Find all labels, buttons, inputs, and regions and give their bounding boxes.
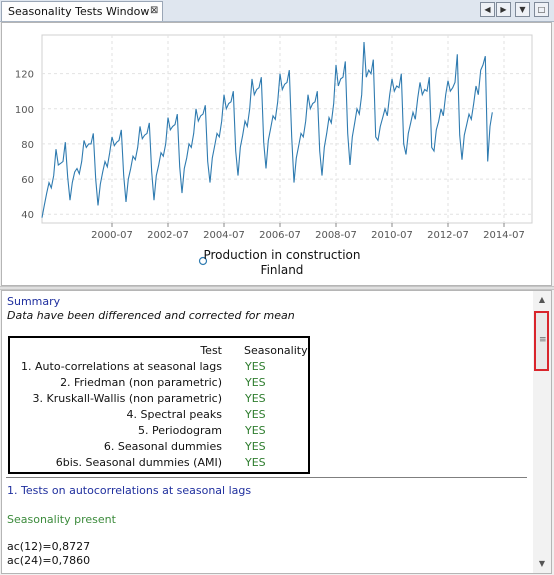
- x-tick-label: 2006-07: [259, 230, 301, 241]
- x-tick-label: 2010-07: [371, 230, 413, 241]
- scroll-down-icon[interactable]: ▼: [535, 557, 549, 571]
- window-menu-icon[interactable]: ▼: [515, 2, 530, 17]
- x-tick-label: 2012-07: [427, 230, 469, 241]
- test-name: 5. Periodogram: [138, 424, 222, 437]
- legend-label-line1: Production in construction: [203, 248, 360, 262]
- y-tick-label: 60: [21, 175, 34, 186]
- next-tab-icon[interactable]: ▶: [496, 2, 511, 17]
- line-chart[interactable]: 40 60 80 100 120 2000-07 2002-07 2004-07 2006-0…: [2, 23, 551, 285]
- autocorrelation-value: ac(12)=0,8727: [7, 540, 90, 553]
- chart-legend: Production in construction Finland: [200, 248, 361, 277]
- x-tick-label: 2004-07: [203, 230, 245, 241]
- test-name: 1. Auto-correlations at seasonal lags: [21, 360, 222, 373]
- table-row: 3. Kruskall-Wallis (non parametric) YES: [10, 392, 308, 408]
- test-result: YES: [245, 392, 266, 405]
- y-tick-label: 100: [15, 105, 34, 116]
- vertical-scrollbar[interactable]: ▲ ≡ ▼: [533, 291, 551, 573]
- previous-tab-icon[interactable]: ◀: [480, 2, 495, 17]
- test-result: YES: [245, 408, 266, 421]
- test-name: 6. Seasonal dummies: [104, 440, 222, 453]
- table-header-row: Test Seasonality: [10, 344, 308, 360]
- tab-seasonality-tests[interactable]: Seasonality Tests Window ⊠: [1, 1, 163, 21]
- x-tick-label: 2008-07: [315, 230, 357, 241]
- table-row: 6bis. Seasonal dummies (AMI) YES: [10, 456, 308, 472]
- series-line: [42, 42, 492, 218]
- test-name: 4. Spectral peaks: [127, 408, 223, 421]
- x-tick-label: 2000-07: [91, 230, 133, 241]
- test-result: YES: [245, 424, 266, 437]
- summary-note: Data have been differenced and corrected…: [7, 309, 295, 322]
- section-title-autocorrelations: 1. Tests on autocorrelations at seasonal…: [7, 484, 251, 497]
- window-titlebar: Seasonality Tests Window ⊠ ◀ ▶ ▼ □: [0, 0, 554, 22]
- test-name: 3. Kruskall-Wallis (non parametric): [33, 392, 222, 405]
- x-tick-label: 2014-07: [483, 230, 525, 241]
- scroll-up-icon[interactable]: ▲: [535, 293, 549, 307]
- table-row: 4. Spectral peaks YES: [10, 408, 308, 424]
- table-row: 1. Auto-correlations at seasonal lags YE…: [10, 360, 308, 376]
- maximize-icon[interactable]: □: [534, 2, 549, 17]
- summary-title: Summary: [7, 295, 60, 308]
- seasonality-status: Seasonality present: [7, 513, 116, 526]
- tab-title: Seasonality Tests Window: [8, 5, 149, 18]
- grip-icon: ≡: [539, 335, 547, 345]
- table-row: 6. Seasonal dummies YES: [10, 440, 308, 456]
- y-tick-label: 120: [15, 70, 34, 81]
- scroll-thumb[interactable]: ≡: [534, 311, 549, 371]
- section-divider: [6, 477, 527, 478]
- table-row: 2. Friedman (non parametric) YES: [10, 376, 308, 392]
- table-row: 5. Periodogram YES: [10, 424, 308, 440]
- test-result: YES: [245, 440, 266, 453]
- x-tick-label: 2002-07: [147, 230, 189, 241]
- test-result: YES: [245, 456, 266, 469]
- y-tick-label: 80: [21, 140, 34, 151]
- legend-label-line2: Finland: [261, 263, 304, 277]
- test-result: YES: [245, 360, 266, 373]
- summary-table: Test Seasonality 1. Auto-correlations at…: [8, 336, 310, 474]
- test-name: 6bis. Seasonal dummies (AMI): [56, 456, 222, 469]
- test-name: 2. Friedman (non parametric): [60, 376, 222, 389]
- chart-pane: 40 60 80 100 120 2000-07 2002-07 2004-07 2006-0…: [1, 22, 552, 286]
- results-pane: Summary Data have been differenced and c…: [1, 290, 552, 574]
- autocorrelation-value: ac(24)=0,7860: [7, 554, 90, 567]
- close-icon[interactable]: ⊠: [150, 5, 158, 16]
- header-test: Test: [200, 344, 222, 357]
- y-tick-label: 40: [21, 210, 34, 221]
- test-result: YES: [245, 376, 266, 389]
- header-seasonality: Seasonality: [244, 344, 308, 357]
- plot-frame: [42, 35, 532, 223]
